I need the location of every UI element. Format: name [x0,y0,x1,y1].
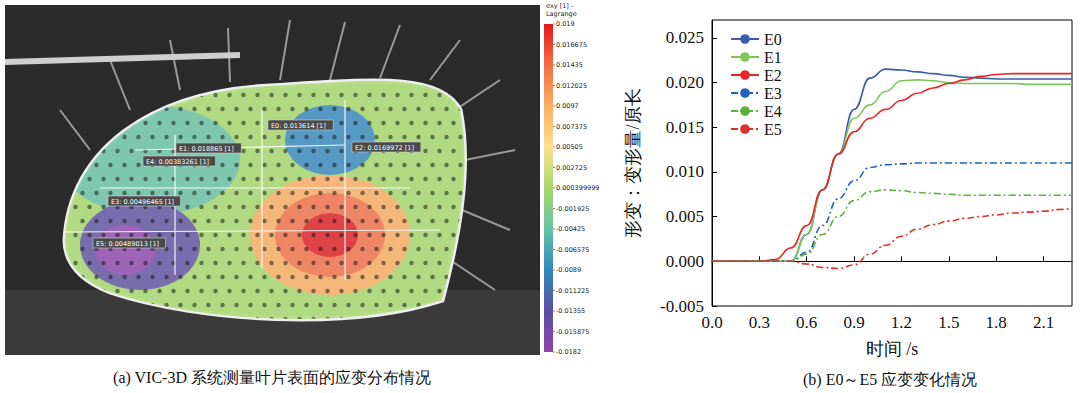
svg-text:1.8: 1.8 [986,313,1007,332]
svg-text:E3: 0.00496465 [1]: E3: 0.00496465 [1] [111,198,174,206]
svg-text:E5: 0.00489013 [1]: E5: 0.00489013 [1] [96,240,159,248]
svg-text:-0.015875: -0.015875 [556,328,589,336]
svg-text:0.025: 0.025 [666,28,704,47]
svg-text:0.9: 0.9 [843,313,864,332]
svg-text:0.6: 0.6 [796,313,817,332]
svg-text:E2: E2 [764,67,782,84]
svg-text:E5: E5 [764,121,782,138]
svg-text:E3: E3 [764,85,782,102]
svg-text:0.0097: 0.0097 [556,102,579,110]
svg-text:0.012025: 0.012025 [556,82,587,90]
svg-text:0.010: 0.010 [666,162,704,181]
svg-text:E1: 0.018865 [1]: E1: 0.018865 [1] [179,145,234,153]
svg-text:2.1: 2.1 [1033,313,1054,332]
svg-text:0.000: 0.000 [666,252,704,271]
svg-text:0.007375: 0.007375 [556,123,587,131]
svg-text:-0.00425: -0.00425 [556,225,585,233]
svg-text:E0: 0.013614 [1]: E0: 0.013614 [1] [271,122,326,130]
svg-text:-0.01355: -0.01355 [556,307,585,315]
svg-text:E1: E1 [764,49,782,66]
svg-text:0.019: 0.019 [556,20,575,28]
svg-text:1.5: 1.5 [938,313,959,332]
svg-text:1.2: 1.2 [891,313,912,332]
svg-text:exy [1] -: exy [1] - [546,2,574,10]
svg-text:0.002725: 0.002725 [556,164,587,172]
svg-text:E2: 0.0169972 [1]: E2: 0.0169972 [1] [355,144,414,152]
svg-text:0.000399999: 0.000399999 [556,184,599,192]
svg-text:形变：变形量/原长: 形变：变形量/原长 [623,88,643,237]
svg-text:0.020: 0.020 [666,73,704,92]
svg-text:0.015: 0.015 [666,118,704,137]
svg-text:0.016675: 0.016675 [556,41,587,49]
svg-text:-0.011225: -0.011225 [556,287,589,295]
svg-text:E4: 0.00383261 [1]: E4: 0.00383261 [1] [146,158,209,166]
svg-text:Lagrange: Lagrange [546,10,577,18]
svg-text:-0.005: -0.005 [660,297,704,316]
svg-text:0.0: 0.0 [701,313,722,332]
svg-text:(a) VIC-3D 系统测量叶片表面的应变分布情况: (a) VIC-3D 系统测量叶片表面的应变分布情况 [113,369,431,387]
svg-text:-0.0182: -0.0182 [556,348,581,356]
svg-text:(b) E0～E5 应变变化情况: (b) E0～E5 应变变化情况 [803,371,977,389]
svg-text:E0: E0 [764,31,782,48]
svg-text:0.005: 0.005 [666,207,704,226]
svg-text:-0.001925: -0.001925 [556,205,589,213]
svg-text:0.3: 0.3 [749,313,770,332]
svg-text:-0.0089: -0.0089 [556,266,581,274]
svg-text:0.00505: 0.00505 [556,143,583,151]
svg-text:-0.006575: -0.006575 [556,246,589,254]
svg-text:E4: E4 [764,103,782,120]
svg-text:0.01435: 0.01435 [556,61,583,69]
svg-text:时间 /s: 时间 /s [866,339,919,359]
